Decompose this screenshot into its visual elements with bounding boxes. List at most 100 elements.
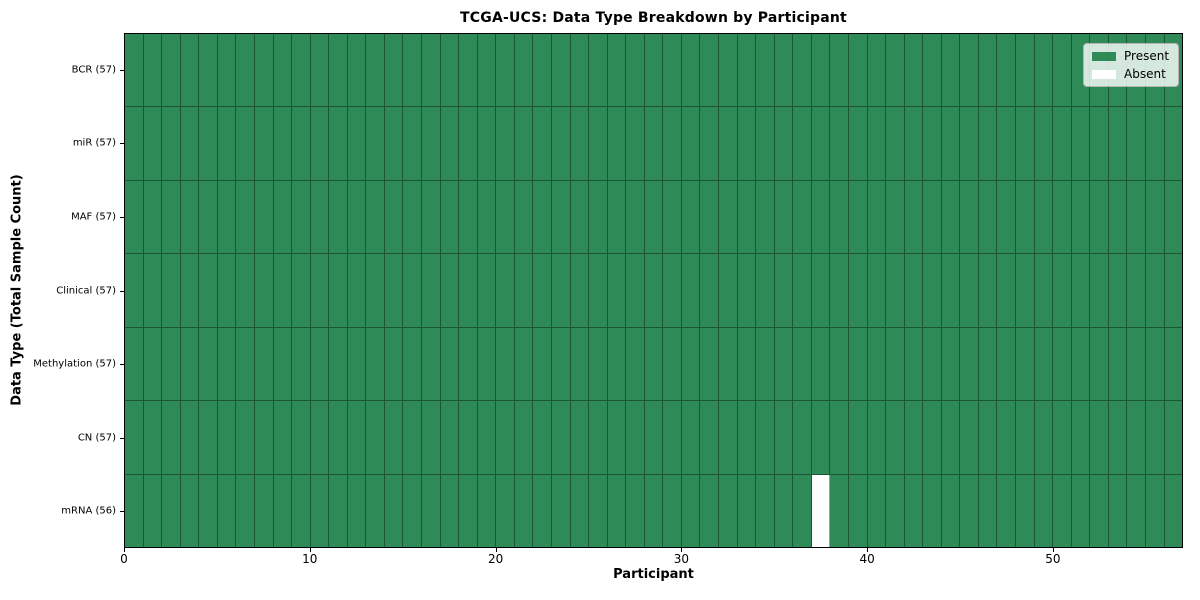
heatmap-cell-present [700,180,719,254]
heatmap-cell-present [830,254,849,327]
heatmap-cell-present [886,254,905,327]
heatmap-cell-present [144,474,163,547]
heatmap-cell-present [515,180,534,254]
heatmap-cell-present [125,34,144,107]
heatmap-cell-present [496,107,515,180]
y-tick-label: miR (57) [72,137,116,149]
heatmap-cell-present [868,107,887,180]
heatmap-cell-present [236,107,255,180]
heatmap-cell-present [775,107,794,180]
heatmap-cell-absent [811,474,831,547]
heatmap-cell-present [1090,401,1109,474]
heatmap-cell-present [274,327,293,401]
heatmap-cell-present [385,474,404,547]
heatmap-cell-present [663,327,682,401]
heatmap-cell-present [441,474,460,547]
y-tick-mark [120,364,124,366]
heatmap-cell-present [886,180,905,254]
heatmap-cell-present [218,34,237,107]
heatmap-cell-present [1035,107,1054,180]
heatmap-cell-present [905,254,924,327]
heatmap-cell-present [589,180,608,254]
heatmap-cell-present [236,254,255,327]
heatmap-cell-present [1109,401,1128,474]
heatmap-cell-present [403,401,422,474]
heatmap-cell-present [997,474,1016,547]
heatmap-cell-present [459,34,478,107]
heatmap-cell-present [366,34,385,107]
heatmap-cell-present [960,474,979,547]
heatmap-cell-present [422,34,441,107]
heatmap-cell-present [311,474,330,547]
heatmap-row [125,107,1182,181]
heatmap-cell-present [571,34,590,107]
heatmap-cell-present [886,401,905,474]
heatmap-cell-present [533,34,552,107]
heatmap-cell-present [162,327,181,401]
heatmap-cell-present [626,254,645,327]
heatmap-cell-present [997,34,1016,107]
heatmap-cell-present [960,401,979,474]
heatmap-cell-present [868,474,887,547]
heatmap-cell-present [181,107,200,180]
heatmap-cell-present [459,401,478,474]
heatmap-cell-present [552,401,571,474]
heatmap-cell-present [218,180,237,254]
heatmap-cell-present [830,107,849,180]
heatmap-cell-present [849,254,868,327]
x-tick-label: 40 [859,552,875,566]
heatmap-cell-present [459,327,478,401]
heatmap-cell-present [1146,401,1165,474]
heatmap-cell-present [756,327,775,401]
heatmap-cell-present [645,474,664,547]
heatmap-cell-present [1016,34,1035,107]
heatmap-cell-present [979,327,998,401]
heatmap-cell-present [868,401,887,474]
heatmap-cell-present [348,327,367,401]
heatmap-cell-present [311,401,330,474]
heatmap-cell-present [311,254,330,327]
plot-area [124,33,1183,548]
heatmap-cell-present [1035,254,1054,327]
heatmap-cell-present [1165,181,1183,253]
y-tick-label: Methylation (57) [33,358,116,370]
heatmap-cell-present [1109,107,1128,180]
heatmap-cell-present [1035,327,1054,401]
heatmap-cell-present [905,180,924,254]
heatmap-cell-present [1016,107,1035,180]
y-tick-mark [120,290,124,292]
heatmap-cell-present [997,254,1016,327]
heatmap-cell-present [255,401,274,474]
heatmap-cell-present [700,34,719,107]
heatmap-cell-present [645,401,664,474]
heatmap-cell-present [793,254,812,327]
heatmap-cell-present [311,107,330,180]
legend-label: Present [1124,49,1170,63]
heatmap-row [125,327,1182,402]
heatmap-cell-present [663,254,682,327]
heatmap-cell-present [589,327,608,401]
x-tick-label: 30 [673,552,689,566]
heatmap-cell-present [311,180,330,254]
y-tick-mark [120,69,124,71]
heatmap-cell-present [738,327,757,401]
heatmap-cell-present [645,34,664,107]
heatmap-cell-present [942,180,961,254]
heatmap-cell-present [329,180,348,254]
heatmap-cell-present [329,34,348,107]
heatmap-cell-present [292,180,311,254]
heatmap-cell-present [942,34,961,107]
x-tick-label: 0 [120,552,128,566]
heatmap-cell-present [1016,401,1035,474]
heatmap-cell-present [589,474,608,547]
heatmap-cell-present [849,34,868,107]
heatmap-cell-present [1035,474,1054,547]
heatmap-cell-present [626,401,645,474]
heatmap-cell-present [719,34,738,107]
heatmap-cell-present [608,327,627,401]
heatmap-cell-present [162,180,181,254]
heatmap-cell-present [552,180,571,254]
heatmap-cell-present [738,107,757,180]
legend-label: Absent [1124,67,1166,81]
heatmap-cell-present [700,107,719,180]
